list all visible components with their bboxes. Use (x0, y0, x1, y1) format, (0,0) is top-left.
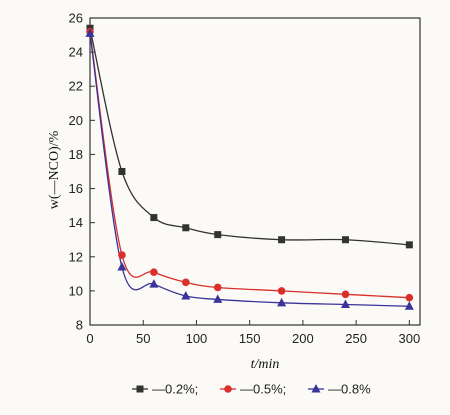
y-tick-label: 16 (69, 181, 83, 196)
series-3-point (340, 299, 350, 309)
series-2-point (213, 283, 222, 292)
series-2-point (341, 290, 350, 299)
y-tick-label: 14 (69, 215, 83, 230)
series-markers (85, 24, 414, 310)
x-tick-label: 0 (86, 331, 93, 346)
x-tick-label: 300 (399, 331, 421, 346)
legend-marker-3 (311, 384, 321, 393)
legend-marker-1 (136, 385, 144, 393)
plot-border (89, 17, 421, 326)
x-tick-label: 250 (345, 331, 367, 346)
y-tick-label: 20 (69, 113, 83, 128)
legend: —0.2%; —0.5%; —0.8% (132, 382, 371, 397)
y-tick-label: 8 (76, 318, 83, 333)
y-tick-label: 10 (69, 283, 83, 298)
series-3-point (85, 28, 95, 37)
series-3-point (213, 294, 223, 303)
series-1-point (150, 214, 158, 222)
y-axis-ticks: 8 10 12 14 16 18 20 22 24 26 (69, 11, 95, 333)
y-tick-label: 26 (69, 11, 83, 26)
x-tick-label: 50 (136, 331, 150, 346)
series-line-3 (89, 33, 410, 307)
series-1-point (118, 168, 126, 175)
series-3-point (181, 291, 191, 300)
series-1-point (341, 236, 349, 244)
series-2-point (405, 293, 414, 302)
x-axis-title: t/min (251, 357, 280, 372)
series-1-point (182, 224, 190, 232)
series-line-2 (89, 31, 410, 299)
series-lines (89, 28, 410, 307)
x-tick-label: 100 (186, 331, 208, 346)
y-tick-label: 24 (69, 45, 83, 60)
legend-marker-2 (224, 385, 232, 393)
legend-label-3: —0.8% (328, 382, 371, 397)
series-1-point (405, 241, 413, 249)
series-1-point (214, 231, 222, 239)
legend-label-1: —0.2%; (152, 382, 198, 397)
x-axis-ticks: 0 50 100 150 200 250 300 (86, 320, 420, 346)
x-tick-label: 200 (292, 331, 314, 346)
series-2-point (277, 287, 286, 295)
series-3-point (277, 297, 287, 307)
y-tick-label: 22 (69, 79, 83, 94)
y-axis-title: w(—NCO)/% (47, 130, 62, 209)
series-line-1 (89, 28, 410, 246)
y-tick-label: 18 (69, 147, 83, 162)
series-2-point (150, 268, 158, 276)
series-3-point (404, 301, 414, 310)
legend-label-2: —0.5%; (240, 382, 286, 397)
series-2-point (182, 278, 190, 287)
series-3-point (117, 262, 127, 271)
plot-frame (89, 17, 421, 326)
x-tick-label: 150 (239, 331, 261, 346)
series-1-point (278, 236, 286, 244)
series-3-point (149, 279, 159, 288)
series-2-point (118, 251, 126, 259)
y-tick-label: 12 (69, 249, 83, 264)
